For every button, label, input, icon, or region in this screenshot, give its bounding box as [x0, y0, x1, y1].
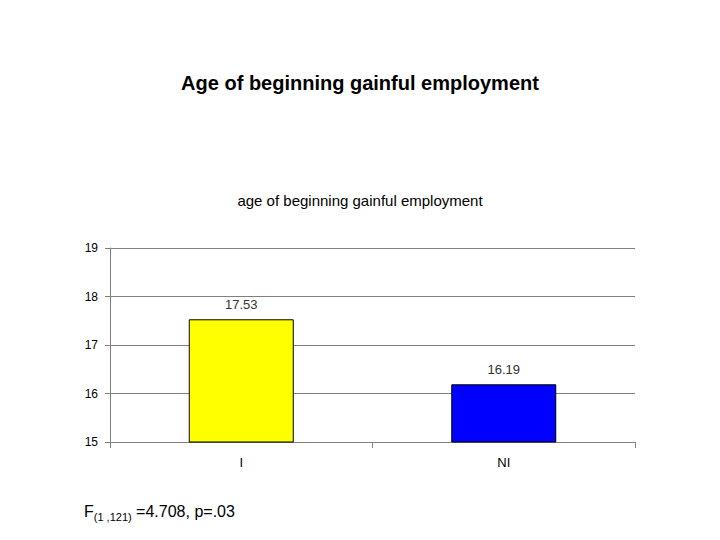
- svg-text:17: 17: [85, 338, 99, 352]
- svg-text:16.19: 16.19: [487, 362, 520, 377]
- svg-text:F: F: [84, 503, 94, 520]
- svg-text:(1 ,121): (1 ,121): [94, 511, 132, 523]
- svg-text:17.53: 17.53: [225, 297, 258, 312]
- svg-text:19: 19: [85, 241, 99, 255]
- svg-text:=4.708, p=.03: =4.708, p=.03: [132, 503, 235, 520]
- svg-text:15: 15: [85, 435, 99, 449]
- svg-text:age of beginning gainful emplo: age of beginning gainful employment: [237, 192, 483, 209]
- svg-text:Age of beginning gainful emplo: Age of beginning gainful employment: [181, 72, 539, 94]
- svg-text:16: 16: [85, 387, 99, 401]
- svg-text:NI: NI: [497, 455, 510, 470]
- svg-text:18: 18: [85, 290, 99, 304]
- svg-text:I: I: [239, 455, 243, 470]
